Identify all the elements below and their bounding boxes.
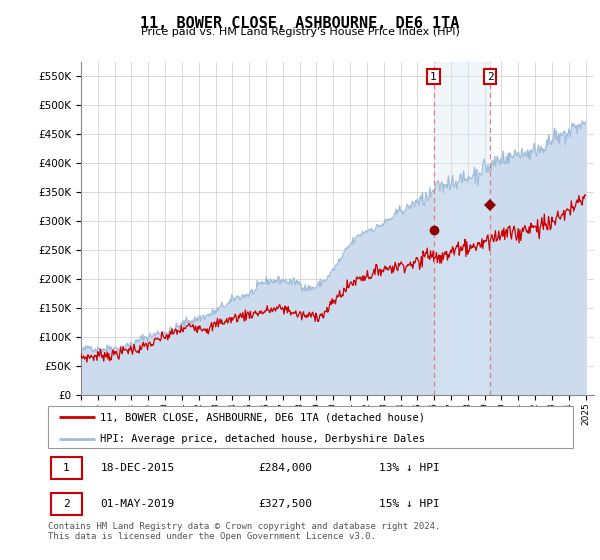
Text: 11, BOWER CLOSE, ASHBOURNE, DE6 1TA: 11, BOWER CLOSE, ASHBOURNE, DE6 1TA [140, 16, 460, 31]
Text: 01-MAY-2019: 01-MAY-2019 [101, 499, 175, 509]
Bar [50, 458, 82, 479]
Text: Contains HM Land Registry data © Crown copyright and database right 2024.
This d: Contains HM Land Registry data © Crown c… [48, 522, 440, 542]
Text: 15% ↓ HPI: 15% ↓ HPI [379, 499, 439, 509]
Text: 2: 2 [487, 72, 494, 82]
Text: £284,000: £284,000 [258, 464, 312, 473]
Text: £327,500: £327,500 [258, 499, 312, 509]
Text: HPI: Average price, detached house, Derbyshire Dales: HPI: Average price, detached house, Derb… [101, 434, 425, 444]
Bar [50, 493, 82, 515]
Bar [434, 62, 490, 395]
Text: 18-DEC-2015: 18-DEC-2015 [101, 464, 175, 473]
Text: 11, BOWER CLOSE, ASHBOURNE, DE6 1TA (detached house): 11, BOWER CLOSE, ASHBOURNE, DE6 1TA (det… [101, 412, 425, 422]
Text: 1: 1 [430, 72, 437, 82]
Text: 1: 1 [63, 464, 70, 473]
Text: 2: 2 [63, 499, 70, 509]
Text: 13% ↓ HPI: 13% ↓ HPI [379, 464, 439, 473]
Text: Price paid vs. HM Land Registry's House Price Index (HPI): Price paid vs. HM Land Registry's House … [140, 27, 460, 37]
